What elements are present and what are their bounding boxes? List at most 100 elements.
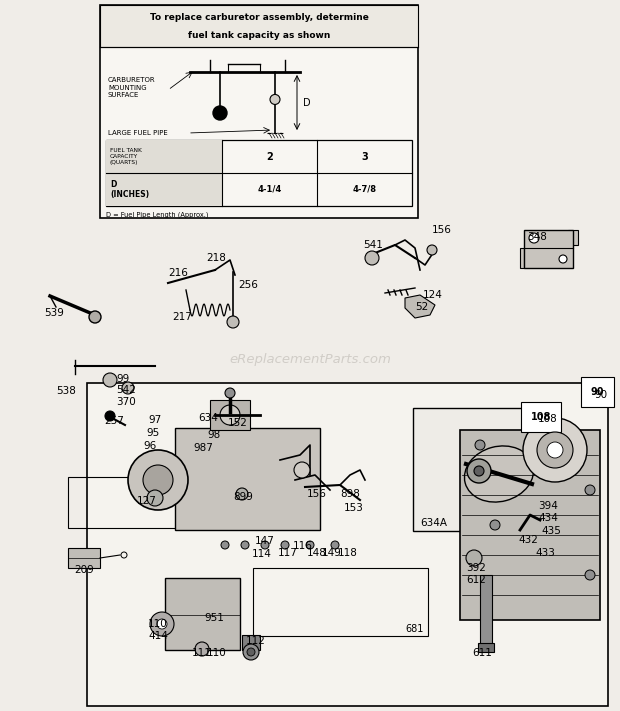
Bar bbox=[568, 230, 578, 245]
Text: 209: 209 bbox=[74, 565, 94, 575]
Text: 117: 117 bbox=[278, 548, 298, 558]
Text: 414: 414 bbox=[148, 631, 168, 641]
Text: To replace carburetor assembly, determine: To replace carburetor assembly, determin… bbox=[149, 14, 368, 23]
Text: 394: 394 bbox=[538, 501, 558, 511]
Ellipse shape bbox=[464, 446, 534, 502]
Bar bbox=[106, 140, 412, 206]
Text: 97: 97 bbox=[148, 415, 161, 425]
Polygon shape bbox=[405, 295, 435, 318]
Circle shape bbox=[306, 541, 314, 549]
Text: 52: 52 bbox=[415, 302, 428, 312]
Circle shape bbox=[227, 316, 239, 328]
Text: 542: 542 bbox=[116, 385, 136, 395]
Bar bbox=[478, 643, 494, 652]
Circle shape bbox=[157, 619, 167, 629]
Text: 681: 681 bbox=[405, 624, 424, 634]
Circle shape bbox=[537, 432, 573, 468]
Text: 153: 153 bbox=[344, 503, 364, 513]
Circle shape bbox=[475, 440, 485, 450]
Bar bbox=[106, 140, 223, 173]
Text: 111: 111 bbox=[192, 648, 212, 658]
Circle shape bbox=[547, 442, 563, 458]
Circle shape bbox=[243, 644, 259, 660]
Text: 435: 435 bbox=[541, 526, 561, 536]
Text: fuel tank capacity as shown: fuel tank capacity as shown bbox=[188, 31, 330, 40]
Circle shape bbox=[490, 520, 500, 530]
Bar bbox=[68, 548, 100, 568]
Text: 152: 152 bbox=[228, 418, 248, 428]
Text: 4-7/8: 4-7/8 bbox=[353, 185, 376, 194]
Bar bbox=[253, 568, 428, 636]
Text: 90: 90 bbox=[590, 387, 604, 397]
Circle shape bbox=[559, 255, 567, 263]
Circle shape bbox=[103, 373, 117, 387]
Bar bbox=[480, 575, 492, 645]
Bar bbox=[100, 5, 418, 47]
Circle shape bbox=[122, 382, 134, 394]
Text: 434: 434 bbox=[538, 513, 558, 523]
Bar bbox=[460, 430, 600, 620]
Text: 634A: 634A bbox=[420, 518, 447, 528]
Text: 370: 370 bbox=[116, 397, 136, 407]
Text: 3: 3 bbox=[361, 151, 368, 161]
Bar bbox=[520, 248, 524, 268]
Text: 348: 348 bbox=[527, 232, 547, 242]
Text: 108: 108 bbox=[531, 412, 551, 422]
Text: D: D bbox=[303, 97, 311, 107]
Text: 110: 110 bbox=[207, 648, 227, 658]
Circle shape bbox=[261, 541, 269, 549]
Text: 114: 114 bbox=[252, 549, 272, 559]
Text: eReplacementParts.com: eReplacementParts.com bbox=[229, 353, 391, 366]
Text: CARBURETOR
MOUNTING
SURFACE: CARBURETOR MOUNTING SURFACE bbox=[108, 77, 156, 98]
Text: 118: 118 bbox=[338, 548, 358, 558]
Text: 124: 124 bbox=[423, 290, 443, 300]
Circle shape bbox=[427, 245, 437, 255]
Text: 951: 951 bbox=[204, 613, 224, 623]
Text: 108: 108 bbox=[538, 414, 558, 424]
Text: 148: 148 bbox=[307, 548, 327, 558]
Circle shape bbox=[270, 95, 280, 105]
Text: 612: 612 bbox=[466, 575, 486, 585]
Text: 156: 156 bbox=[307, 489, 327, 499]
Circle shape bbox=[474, 466, 484, 476]
Circle shape bbox=[523, 418, 587, 482]
Text: 4-1/4: 4-1/4 bbox=[257, 185, 282, 194]
Text: 217: 217 bbox=[172, 312, 192, 322]
Text: 127: 127 bbox=[137, 496, 157, 506]
Text: 433: 433 bbox=[535, 548, 555, 558]
Circle shape bbox=[236, 488, 248, 500]
Text: 95: 95 bbox=[146, 428, 159, 438]
Circle shape bbox=[225, 388, 235, 398]
Circle shape bbox=[529, 233, 539, 243]
Text: 149: 149 bbox=[322, 548, 342, 558]
Text: 2: 2 bbox=[267, 151, 273, 161]
Circle shape bbox=[143, 465, 173, 495]
Text: 90: 90 bbox=[594, 390, 607, 400]
Bar bbox=[100, 5, 418, 218]
Circle shape bbox=[585, 570, 595, 580]
Text: 99: 99 bbox=[116, 374, 129, 384]
Bar bbox=[106, 173, 223, 206]
Circle shape bbox=[294, 462, 310, 478]
Text: 899: 899 bbox=[233, 492, 253, 502]
Circle shape bbox=[467, 459, 491, 483]
Bar bbox=[242, 635, 260, 650]
Circle shape bbox=[220, 405, 240, 425]
Text: 538: 538 bbox=[56, 386, 76, 396]
Text: 898: 898 bbox=[340, 489, 360, 499]
Circle shape bbox=[281, 541, 289, 549]
Text: 112: 112 bbox=[246, 636, 266, 646]
Text: D
(INCHES): D (INCHES) bbox=[110, 180, 149, 199]
Bar bbox=[87, 383, 608, 706]
Text: 110: 110 bbox=[148, 619, 168, 629]
Bar bbox=[68, 477, 178, 528]
Circle shape bbox=[89, 311, 101, 323]
Text: 256: 256 bbox=[238, 280, 258, 290]
Text: 147: 147 bbox=[255, 536, 275, 546]
Text: 216: 216 bbox=[168, 268, 188, 278]
Text: 96: 96 bbox=[143, 441, 156, 451]
Bar bbox=[413, 408, 555, 531]
Circle shape bbox=[365, 251, 379, 265]
Circle shape bbox=[241, 541, 249, 549]
Bar bbox=[165, 578, 240, 650]
